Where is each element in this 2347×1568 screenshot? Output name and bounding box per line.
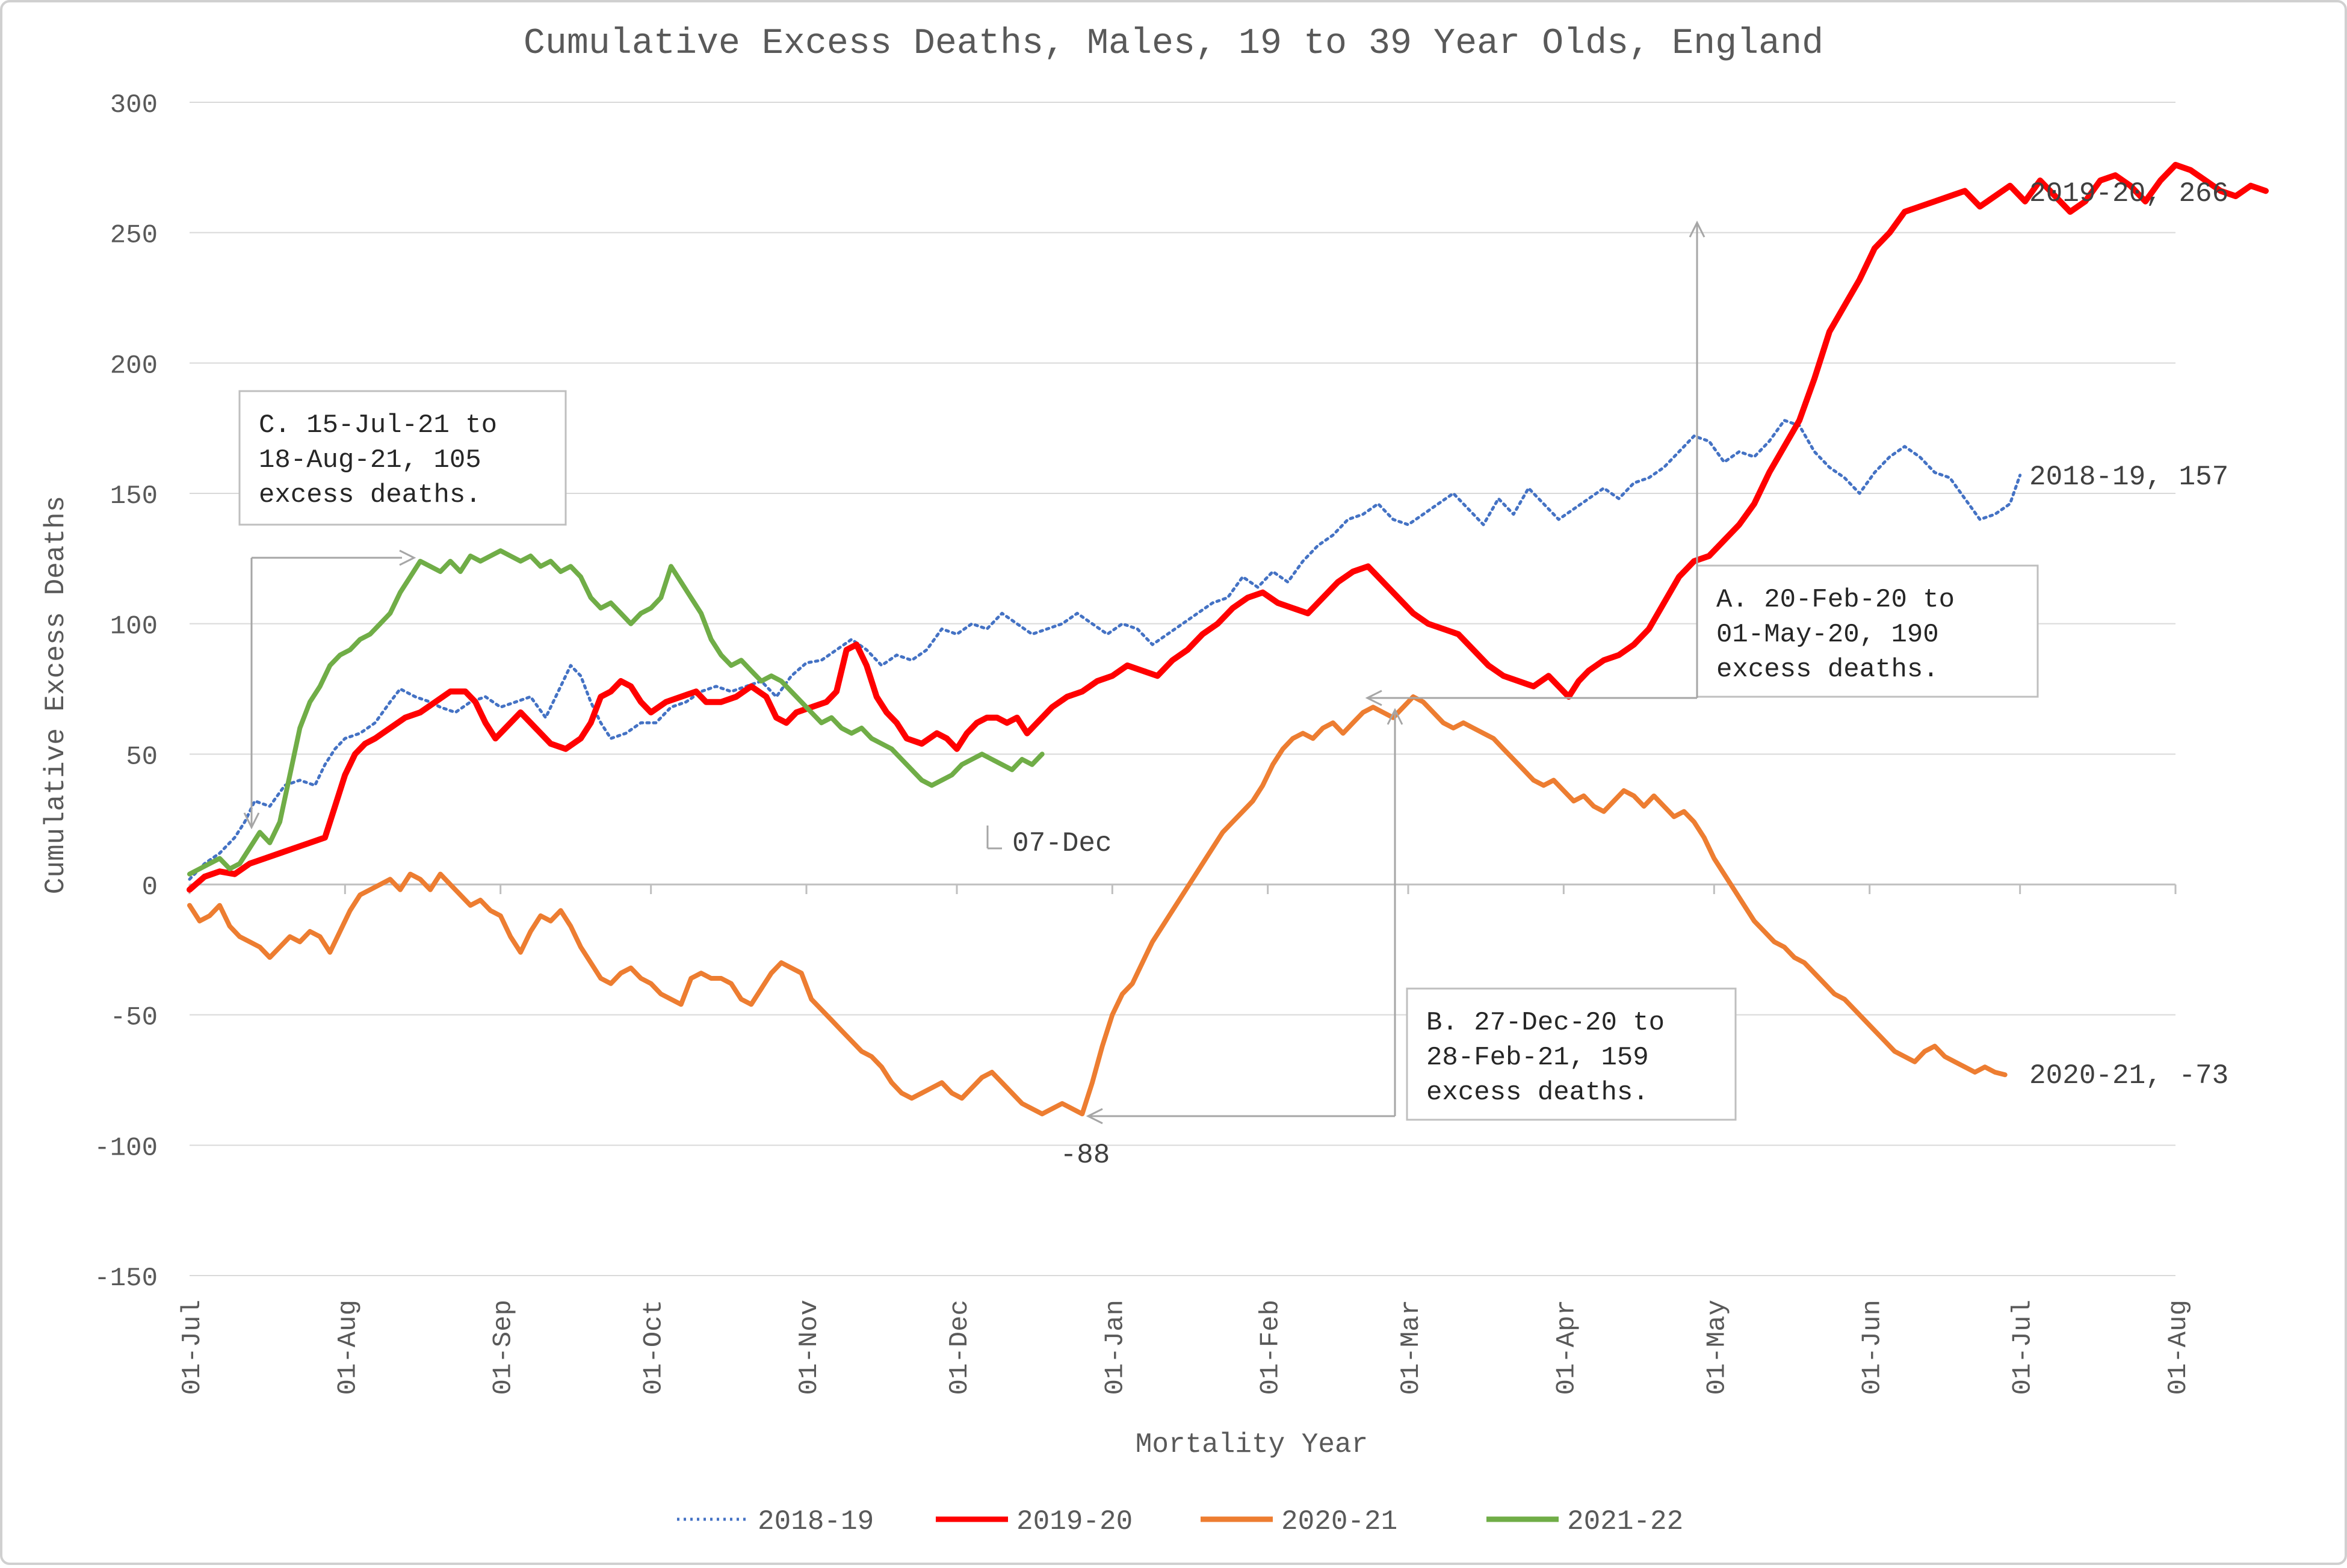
legend: 2018-19 2019-20 2020-21 2021-22: [677, 1506, 1683, 1537]
y-tick-label: 150: [110, 481, 158, 511]
annotation-text: 18-Aug-21, 105: [259, 445, 481, 475]
series-line-2019-20: [187, 162, 2269, 893]
series-end-label: 2018-19, 157: [2029, 461, 2228, 493]
legend-label: 2021-22: [1567, 1506, 1683, 1537]
series-line-2018-19: [188, 419, 2022, 881]
x-tick-label: 01-Mar: [1396, 1300, 1426, 1395]
y-tick-label: 250: [110, 221, 158, 251]
annotation-min-label: -88: [1060, 1140, 1110, 1171]
annotation-arrowhead: [243, 812, 260, 830]
annotation-arrowhead: [399, 549, 416, 566]
series-end-label: 2019-20, 266: [2029, 178, 2228, 209]
x-tick-label: 01-Sep: [489, 1300, 519, 1395]
x-tick-label: 01-Jul: [2008, 1300, 2038, 1395]
x-tick-label: 01-Apr: [1551, 1300, 1582, 1395]
x-tick-label: 01-Jul: [178, 1300, 208, 1395]
x-tick-label: 01-May: [1702, 1300, 1732, 1395]
annotation-box: [1696, 564, 2039, 698]
y-tick-label: 0: [142, 872, 158, 903]
x-tick-label: 01-Dec: [945, 1300, 975, 1395]
legend-label: 2019-20: [1016, 1506, 1133, 1537]
annotation-text: 01-May-20, 190: [1716, 620, 1939, 650]
legend-label: 2020-21: [1281, 1506, 1397, 1537]
annotation-text: A. 20-Feb-20 to: [1716, 585, 1955, 615]
annotation-text: B. 27-Dec-20 to: [1426, 1008, 1665, 1038]
x-tick-label: 01-Feb: [1256, 1300, 1286, 1395]
annotation-text: 28-Feb-21, 159: [1426, 1043, 1649, 1073]
x-tick-label: 01-Aug: [333, 1300, 363, 1395]
legend-label: 2018-19: [758, 1506, 874, 1537]
x-tick-label: 01-Jun: [1858, 1300, 1888, 1395]
y-tick-label: -50: [110, 1003, 158, 1033]
y-tick-label: 50: [126, 742, 158, 772]
annotations: C. 15-Jul-21 to 18-Aug-21, 105 excess deat…: [238, 220, 2039, 1171]
series-end-labels: 2018-19, 157 2019-20, 266 2020-21, -73 07-D…: [1012, 178, 2228, 1091]
y-tick-label: 100: [110, 612, 158, 642]
series-line-2020-21: [187, 694, 2008, 1117]
y-axis-label: Cumulative Excess Deaths: [40, 496, 72, 895]
annotation-text: excess deaths.: [1426, 1078, 1649, 1108]
x-tick-label: 01-Oct: [639, 1300, 669, 1395]
annotation-arrowhead: [1387, 708, 1403, 725]
annotation-text: C. 15-Jul-21 to: [259, 410, 497, 440]
chart-title: Cumulative Excess Deaths, Males, 19 to 3…: [524, 23, 1823, 64]
series-line-2021-22: [187, 548, 1045, 877]
annotation-box: [238, 390, 567, 526]
annotation-text: excess deaths.: [1716, 655, 1939, 685]
series-end-label: 07-Dec: [1012, 828, 1112, 859]
annotation-text: excess deaths.: [259, 480, 481, 510]
annotation-arrowhead: [1689, 220, 1705, 238]
x-tick-label: 01-Jan: [1100, 1300, 1130, 1395]
annotation-arrowhead: [1086, 1108, 1103, 1125]
y-tick-label: -150: [94, 1264, 158, 1294]
y-tick-label: 200: [110, 351, 158, 381]
x-tick-label: 01-Nov: [794, 1300, 824, 1395]
annotation-box: [1406, 987, 1737, 1121]
x-tick-label: 01-Aug: [2163, 1300, 2194, 1395]
series-end-label: 2020-21, -73: [2029, 1060, 2228, 1091]
series-lines: [187, 162, 2269, 1117]
y-axis-ticks: 300 250 200 150 100 50 0 -50 -100 -150: [94, 90, 158, 1294]
y-tick-label: -100: [94, 1133, 158, 1163]
x-axis-ticks: 01-Jul 01-Aug 01-Sep 01-Oct 01-Nov 01-Dec 01-J…: [178, 884, 2194, 1395]
x-axis-label: Mortality Year: [1136, 1429, 1368, 1460]
annotation-arrowhead: [1365, 690, 1382, 706]
y-tick-label: 300: [110, 90, 158, 120]
gridlines: [190, 102, 2175, 1276]
